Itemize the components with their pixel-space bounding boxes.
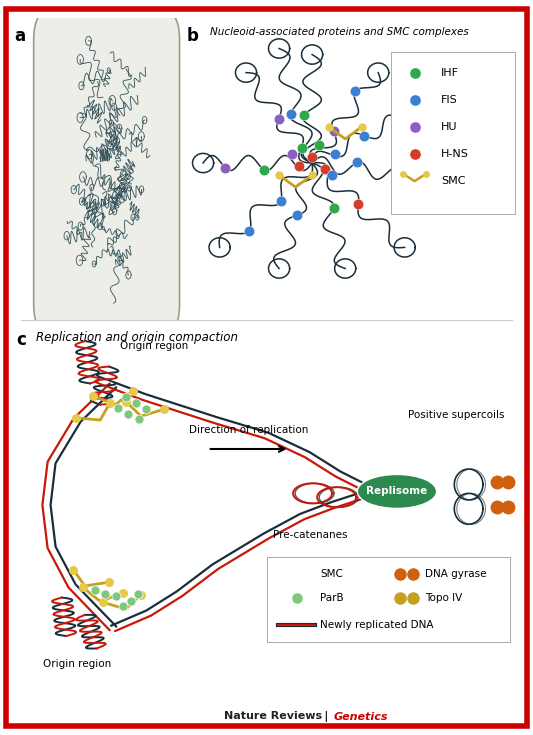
Text: Topo IV: Topo IV (425, 592, 462, 603)
Ellipse shape (357, 475, 437, 509)
Text: c: c (16, 331, 26, 349)
Text: Replication and origin compaction: Replication and origin compaction (36, 331, 238, 344)
Text: SMC: SMC (320, 570, 343, 579)
Text: Nucleoid-associated proteins and SMC complexes: Nucleoid-associated proteins and SMC com… (209, 27, 469, 37)
Text: Newly replicated DNA: Newly replicated DNA (320, 620, 434, 630)
Text: b: b (187, 27, 198, 46)
Text: IHF: IHF (441, 68, 459, 78)
Text: Genetics: Genetics (333, 711, 387, 722)
Text: Positive supercoils: Positive supercoils (408, 410, 504, 420)
Text: ParB: ParB (320, 592, 344, 603)
Text: SMC: SMC (441, 176, 465, 186)
Text: DNA gyrase: DNA gyrase (425, 570, 487, 579)
Text: Direction of replication: Direction of replication (189, 426, 308, 435)
FancyBboxPatch shape (391, 51, 515, 215)
FancyBboxPatch shape (266, 557, 510, 642)
Text: a: a (14, 27, 26, 46)
FancyBboxPatch shape (34, 10, 180, 335)
Text: HU: HU (441, 122, 457, 132)
Text: Replisome: Replisome (366, 487, 427, 496)
Text: H-NS: H-NS (441, 149, 469, 159)
Text: Pre-catenanes: Pre-catenanes (273, 530, 347, 540)
Text: Origin region: Origin region (43, 659, 111, 670)
Text: Nature Reviews |: Nature Reviews | (224, 711, 330, 722)
Text: Origin region: Origin region (120, 340, 188, 351)
Text: FIS: FIS (441, 95, 458, 105)
